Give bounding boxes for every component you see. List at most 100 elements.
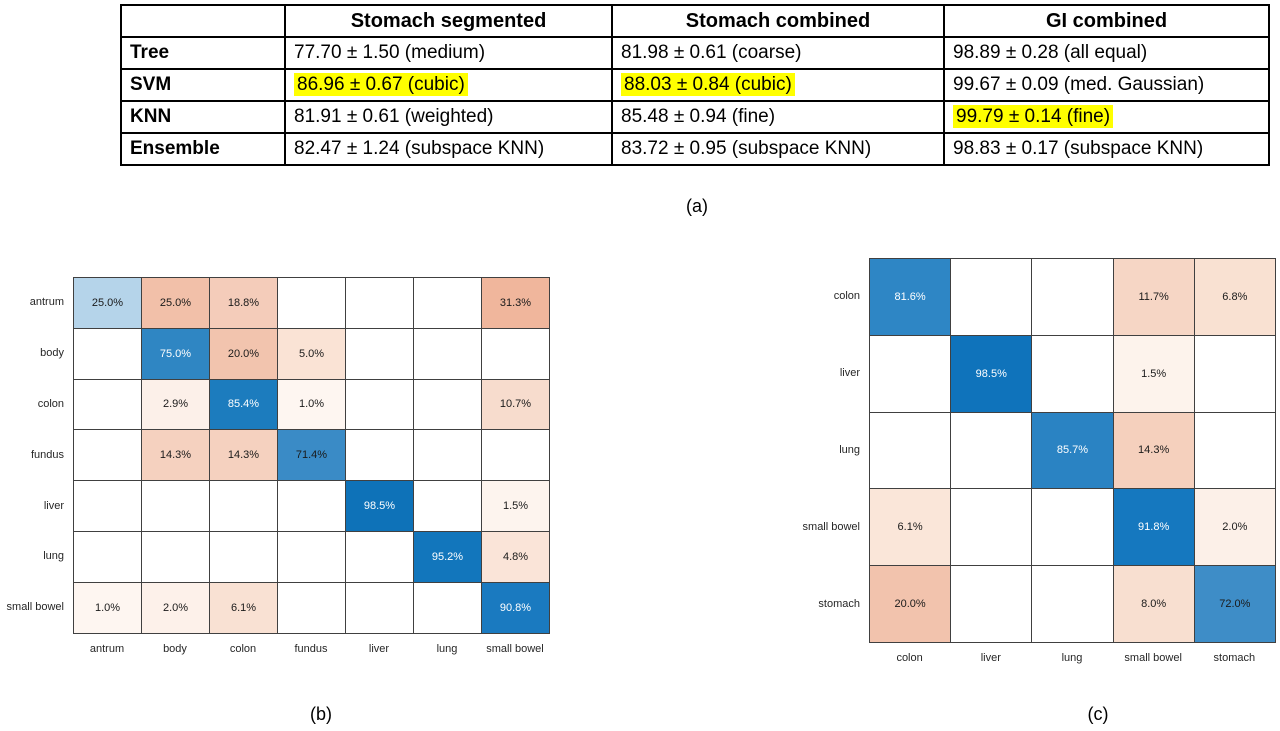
matrix-cell-empty	[142, 531, 210, 583]
matrix-cell-empty	[1194, 412, 1276, 490]
matrix-cell-empty	[346, 379, 414, 431]
matrix-cell: 75.0%	[142, 328, 210, 380]
col-label: colon	[896, 651, 923, 664]
matrix-cell: 20.0%	[210, 328, 278, 380]
matrix-cell: 14.3%	[142, 430, 210, 482]
row-label: colon	[37, 397, 64, 410]
matrix-cell-empty	[346, 278, 414, 329]
table-cell: 83.72 ± 0.95 (subspace KNN)	[611, 132, 945, 166]
col-label: liver	[368, 642, 390, 655]
matrix-cell-empty	[1032, 335, 1114, 413]
matrix-cell: 6.8%	[1194, 259, 1276, 336]
matrix-cell-empty	[870, 335, 952, 413]
col-label: lung	[1061, 651, 1083, 664]
matrix-cell: 14.3%	[1113, 412, 1195, 490]
row-label: SVM	[120, 68, 286, 102]
matrix-cell-empty	[74, 430, 142, 482]
matrix-cell: 11.7%	[1113, 259, 1195, 336]
table-body: Tree 77.70 ± 1.50 (medium) 81.98 ± 0.61 (c…	[120, 36, 1270, 166]
col-label: fundus	[294, 642, 328, 655]
matrix-cell-empty	[278, 481, 346, 532]
matrix-cell: 1.5%	[1113, 335, 1195, 413]
matrix-cell: 1.0%	[74, 582, 142, 634]
matrix-cell: 71.4%	[278, 430, 346, 482]
matrix-cell-empty	[951, 412, 1033, 490]
caption-a: (a)	[686, 196, 708, 216]
matrix-cell: 10.7%	[482, 379, 550, 431]
row-label: lung	[839, 443, 860, 456]
matrix-cell: 85.4%	[210, 379, 278, 431]
matrix-cell-empty	[278, 531, 346, 583]
matrix-cell-empty	[482, 430, 550, 482]
matrix-cell-empty	[346, 582, 414, 634]
matrix-cell-empty	[951, 259, 1033, 336]
matrix-cell-empty	[346, 430, 414, 482]
confusion-matrix-c-row-labels: colon liver lung small bowel stomach	[803, 258, 869, 642]
table-row: SVM 86.96 ± 0.67 (cubic) 88.03 ± 0.84 (cub…	[120, 68, 1270, 102]
table-row: Tree 77.70 ± 1.50 (medium) 81.98 ± 0.61 (c…	[120, 36, 1270, 70]
matrix-cell: 90.8%	[482, 582, 550, 634]
row-label: colon	[833, 290, 860, 303]
matrix-cell: 14.3%	[210, 430, 278, 482]
matrix-cell-empty	[870, 412, 952, 490]
matrix-cell: 2.0%	[142, 582, 210, 634]
matrix-cell: 98.5%	[346, 481, 414, 532]
table-cell: 85.48 ± 0.94 (fine)	[611, 100, 945, 134]
matrix-cell-empty	[74, 328, 142, 380]
row-label: fundus	[30, 448, 64, 461]
row-label: small bowel	[6, 601, 64, 614]
confusion-matrix-c-grid: 81.6% 11.7% 6.8% 98.5% 1.5% 85.7% 14.3% 6.1% 91.…	[869, 258, 1276, 643]
matrix-cell: 1.5%	[482, 481, 550, 532]
col-label: small bowel	[486, 642, 544, 655]
highlighted-value: 99.79 ± 0.14 (fine)	[953, 105, 1114, 128]
matrix-cell-empty	[414, 379, 482, 431]
matrix-cell-empty	[414, 481, 482, 532]
table-cell: 86.96 ± 0.67 (cubic)	[284, 68, 613, 102]
col-label: stomach	[1213, 651, 1256, 664]
matrix-cell-empty	[278, 582, 346, 634]
matrix-cell-empty	[1032, 489, 1114, 567]
row-label: KNN	[120, 100, 286, 134]
table-cell: 98.83 ± 0.17 (subspace KNN)	[943, 132, 1270, 166]
caption-c: (c)	[1087, 704, 1109, 724]
matrix-cell-empty	[414, 278, 482, 329]
highlighted-value: 86.96 ± 0.67 (cubic)	[294, 73, 468, 96]
matrix-cell: 25.0%	[74, 278, 142, 329]
matrix-cell: 18.8%	[210, 278, 278, 329]
matrix-cell-empty	[346, 328, 414, 380]
table-header-row: Stomach segmented Stomach combined GI comb…	[120, 4, 1270, 38]
matrix-cell: 6.1%	[870, 489, 952, 567]
matrix-cell: 20.0%	[870, 566, 952, 643]
caption-b: (b)	[310, 704, 332, 724]
matrix-cell-empty	[346, 531, 414, 583]
matrix-cell-empty	[74, 481, 142, 532]
matrix-cell: 95.2%	[414, 531, 482, 583]
matrix-cell: 81.6%	[870, 259, 952, 336]
col-label: small bowel	[1124, 651, 1182, 664]
matrix-cell-empty	[414, 430, 482, 482]
matrix-cell: 1.0%	[278, 379, 346, 431]
matrix-cell-empty	[278, 278, 346, 329]
column-header: GI combined	[943, 4, 1270, 38]
col-label: colon	[229, 642, 257, 655]
confusion-matrix-b-row-labels: antrum body colon fundus liver lung small bowe…	[7, 277, 73, 633]
matrix-cell-empty	[210, 481, 278, 532]
table-cell: 77.70 ± 1.50 (medium)	[284, 36, 613, 70]
matrix-cell: 72.0%	[1194, 566, 1276, 643]
row-label: Ensemble	[120, 132, 286, 166]
results-table: Stomach segmented Stomach combined GI comb…	[120, 4, 1270, 166]
matrix-cell-empty	[1032, 566, 1114, 643]
matrix-cell: 8.0%	[1113, 566, 1195, 643]
confusion-matrix-c-col-labels: colon liver lung small bowel stomach	[869, 643, 1275, 664]
matrix-cell: 2.0%	[1194, 489, 1276, 567]
matrix-cell-empty	[414, 328, 482, 380]
column-header: Stomach combined	[611, 4, 945, 38]
matrix-cell-empty	[414, 582, 482, 634]
row-label: small bowel	[802, 520, 860, 533]
row-label: liver	[43, 499, 64, 512]
matrix-cell-empty	[1032, 259, 1114, 336]
matrix-cell: 2.9%	[142, 379, 210, 431]
row-label: liver	[839, 367, 860, 380]
matrix-cell-empty	[482, 328, 550, 380]
matrix-cell: 5.0%	[278, 328, 346, 380]
